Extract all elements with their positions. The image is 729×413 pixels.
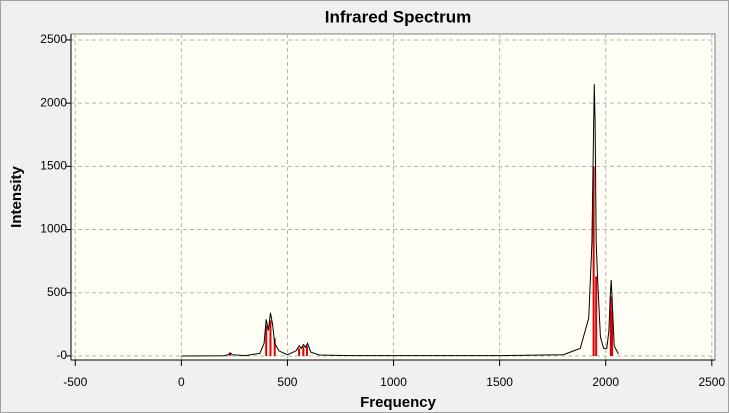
x-tick-label: -500 (63, 375, 87, 389)
y-tick-label: 2500 (40, 32, 67, 46)
x-tick-label: 2500 (698, 375, 725, 389)
y-tick-label: 500 (47, 285, 67, 299)
y-tick-label: 1500 (40, 159, 67, 173)
x-tick-label: 1000 (380, 375, 407, 389)
x-tick-label: 0 (178, 375, 185, 389)
x-tick-label: 500 (277, 375, 297, 389)
y-axis-label: Intensity (8, 166, 25, 228)
x-tick-label: 1500 (486, 375, 513, 389)
y-tick-label: 2000 (40, 95, 67, 109)
chart-title: Infrared Spectrum (325, 7, 471, 26)
x-tick-label: 2000 (592, 375, 619, 389)
spectrum-line (181, 84, 619, 357)
y-tick-label: -0 (56, 348, 67, 362)
x-axis-label: Frequency (360, 394, 437, 411)
y-tick-label: 1000 (40, 222, 67, 236)
plot-area (70, 33, 716, 361)
